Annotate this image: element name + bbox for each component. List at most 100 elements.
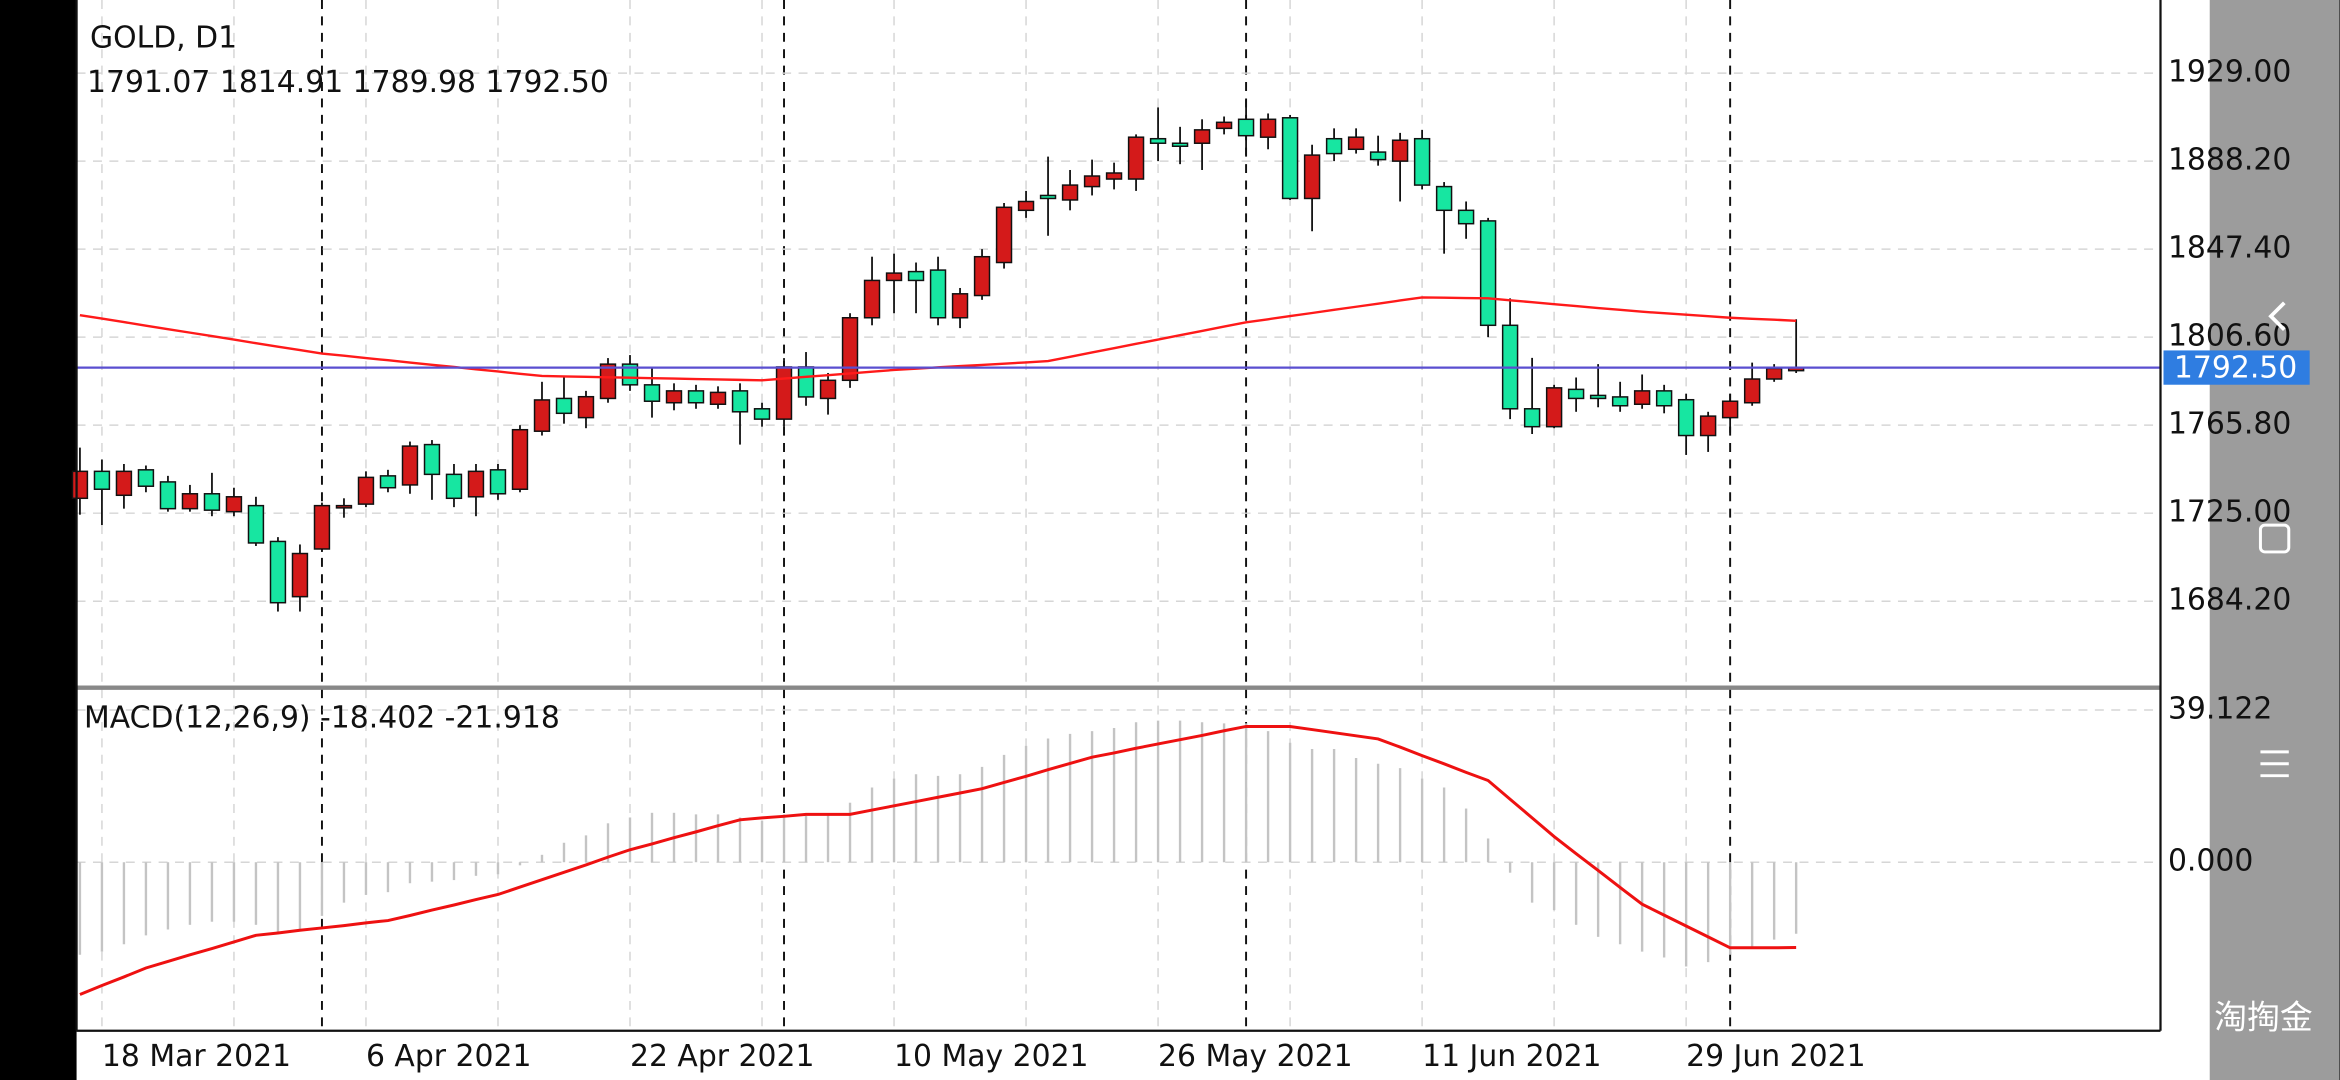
candle-body	[1171, 142, 1189, 148]
left-bar	[0, 0, 77, 1080]
candle-body	[555, 397, 573, 415]
candle-body	[1369, 151, 1387, 161]
candle-body	[1391, 139, 1409, 162]
candle-body	[1061, 184, 1079, 201]
candle-body	[1215, 121, 1233, 130]
candle-body	[819, 379, 837, 400]
candle-body	[951, 293, 969, 319]
candle-body	[797, 366, 815, 398]
candle-body	[1105, 172, 1123, 180]
y-tick-label: 0.000	[2168, 844, 2253, 879]
candle-body	[577, 395, 595, 419]
candle-body	[1567, 388, 1585, 400]
macd-title: MACD(12,26,9) -18.402 -21.918	[84, 701, 560, 736]
marks	[71, 99, 2161, 996]
candle-body	[1479, 220, 1497, 327]
fullscreen-button[interactable]	[2258, 523, 2291, 554]
candle-body	[775, 366, 793, 420]
candle-body	[181, 493, 199, 510]
candle-body	[1259, 118, 1277, 138]
x-tick-label: 26 May 2021	[1158, 1039, 1353, 1074]
y-tick-label: 1684.20	[2168, 583, 2291, 618]
candle-body	[423, 443, 441, 476]
x-tick-label: 10 May 2021	[894, 1039, 1088, 1074]
candle-body	[709, 391, 727, 405]
candle-body	[1347, 136, 1365, 151]
macd-signal-line	[79, 724, 1797, 996]
ohlc-readout: 1791.07 1814.91 1789.98 1792.50	[87, 65, 609, 100]
y-tick-label: 39.122	[2168, 692, 2272, 727]
candle-body	[1127, 136, 1145, 180]
candle-body	[1413, 137, 1431, 186]
candle-body	[885, 272, 903, 282]
candle-body	[753, 408, 771, 420]
candle-body	[203, 493, 221, 511]
candle-body	[313, 504, 331, 550]
menu-button[interactable]	[2260, 750, 2289, 778]
x-tick-label: 6 Apr 2021	[366, 1039, 531, 1074]
x-tick-label: 29 Jun 2021	[1686, 1039, 1865, 1074]
candle-body	[335, 504, 353, 509]
watermark: 淘掏金	[2214, 998, 2312, 1036]
y-tick-label: 1806.60	[2168, 319, 2291, 354]
candle-body	[225, 496, 243, 513]
candle-body	[973, 255, 991, 297]
candle-body	[445, 473, 463, 500]
candle-body	[621, 363, 639, 386]
candle-body	[269, 540, 287, 604]
candle-body	[687, 390, 705, 404]
y-tick-label: 1888.20	[2168, 143, 2291, 178]
current-price-box	[2163, 350, 2310, 385]
candle-body	[599, 363, 617, 400]
candle-body	[511, 428, 529, 490]
candle-body	[1765, 367, 1783, 380]
chart-title: GOLD, D1	[90, 20, 237, 55]
candle-body	[291, 552, 309, 598]
candle-body	[1193, 129, 1211, 144]
candle-body	[115, 470, 133, 497]
candle-body	[159, 481, 177, 510]
x-tick-label: 22 Apr 2021	[630, 1039, 814, 1074]
y-tick-label: 1847.40	[2168, 231, 2291, 266]
candle-body	[247, 504, 265, 544]
candle-body	[907, 270, 925, 282]
candle-body	[643, 384, 661, 402]
candle-body	[1039, 194, 1057, 200]
candle-body	[1523, 408, 1541, 428]
y-tick-label: 1765.80	[2168, 407, 2291, 442]
candle-body	[467, 470, 485, 498]
candle-body	[1281, 117, 1299, 200]
candle-body	[533, 399, 551, 432]
candle-body	[1149, 137, 1167, 144]
candle-body	[995, 206, 1013, 264]
candle-body	[489, 469, 507, 495]
candle-body	[137, 469, 155, 487]
candle-body	[1589, 394, 1607, 400]
collapse-button[interactable]	[2268, 301, 2286, 331]
candle-body	[401, 445, 419, 486]
candle-body	[1083, 175, 1101, 188]
side-panel	[2209, 0, 2340, 1080]
candle-body	[1545, 387, 1563, 428]
candle-body	[1457, 209, 1475, 225]
candle-body	[1325, 137, 1343, 155]
candle-body	[731, 390, 749, 413]
candle-body	[863, 279, 881, 319]
candle-body	[357, 476, 375, 505]
candle-body	[1611, 396, 1629, 407]
current-price-label: 1792.50	[2174, 351, 2297, 386]
candle-body	[379, 475, 397, 489]
x-tick-label: 18 Mar 2021	[102, 1039, 291, 1074]
candle-body	[1303, 154, 1321, 200]
candle-body	[841, 317, 859, 382]
candle-body	[1655, 390, 1673, 407]
candle-body	[1435, 185, 1453, 212]
candle-body	[71, 470, 89, 500]
candle-body	[1699, 415, 1717, 437]
candle-body	[1743, 378, 1761, 404]
candle-body	[1721, 400, 1739, 419]
candle-body	[665, 390, 683, 404]
